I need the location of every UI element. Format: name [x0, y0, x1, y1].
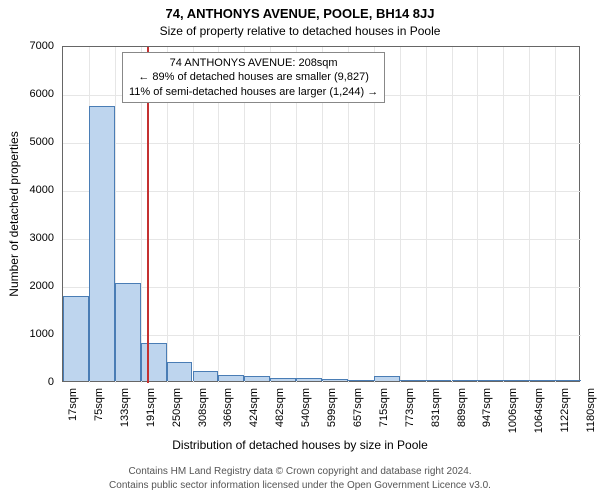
x-tick-label: 773sqm — [404, 388, 416, 438]
histogram-bar — [374, 376, 400, 381]
x-tick-label: 657sqm — [352, 388, 364, 438]
x-tick-label: 191sqm — [145, 388, 157, 438]
histogram-bar — [555, 380, 581, 381]
histogram-bar — [244, 376, 270, 381]
chart-subtitle: Size of property relative to detached ho… — [0, 24, 600, 38]
x-tick-label: 1064sqm — [533, 388, 545, 438]
histogram-bar — [296, 378, 322, 381]
x-tick-label: 540sqm — [300, 388, 312, 438]
attribution-line2: Contains public sector information licen… — [0, 480, 600, 491]
x-tick-label: 1122sqm — [559, 388, 571, 438]
x-gridline — [426, 47, 427, 383]
y-tick-label: 2000 — [0, 280, 54, 292]
x-gridline — [503, 47, 504, 383]
x-tick-label: 424sqm — [248, 388, 260, 438]
histogram-bar — [89, 106, 115, 381]
x-gridline — [529, 47, 530, 383]
y-axis-label: Number of detached properties — [7, 131, 21, 296]
histogram-bar — [141, 343, 167, 381]
legend-box: 74 ANTHONYS AVENUE: 208sqm ← 89% of deta… — [122, 52, 385, 103]
histogram-bar — [218, 375, 244, 381]
x-tick-label: 366sqm — [222, 388, 234, 438]
histogram-bar — [477, 380, 503, 381]
x-axis-label: Distribution of detached houses by size … — [0, 438, 600, 452]
chart-title: 74, ANTHONYS AVENUE, POOLE, BH14 8JJ — [0, 6, 600, 21]
histogram-bar — [529, 380, 555, 381]
legend-line3: 11% of semi-detached houses are larger (… — [129, 85, 378, 99]
legend-line2: ← 89% of detached houses are smaller (9,… — [129, 70, 378, 84]
attribution-line1: Contains HM Land Registry data © Crown c… — [0, 466, 600, 477]
y-tick-label: 0 — [0, 376, 54, 388]
histogram-bar — [270, 378, 296, 381]
histogram-bar — [63, 296, 89, 381]
y-tick-label: 4000 — [0, 184, 54, 196]
x-tick-label: 599sqm — [326, 388, 338, 438]
y-tick-label: 3000 — [0, 232, 54, 244]
x-tick-label: 889sqm — [456, 388, 468, 438]
histogram-bar — [400, 380, 426, 381]
x-tick-label: 1006sqm — [507, 388, 519, 438]
x-tick-label: 17sqm — [67, 388, 79, 438]
x-tick-label: 831sqm — [430, 388, 442, 438]
histogram-bar — [115, 283, 141, 381]
histogram-bar — [167, 362, 193, 381]
x-gridline — [452, 47, 453, 383]
x-gridline — [400, 47, 401, 383]
legend-line1: 74 ANTHONYS AVENUE: 208sqm — [129, 56, 378, 70]
histogram-bar — [426, 380, 452, 381]
x-tick-label: 75sqm — [93, 388, 105, 438]
histogram-bar — [348, 380, 374, 381]
x-tick-label: 308sqm — [197, 388, 209, 438]
y-tick-label: 5000 — [0, 136, 54, 148]
x-tick-label: 947sqm — [481, 388, 493, 438]
histogram-bar — [322, 379, 348, 381]
chart-container: 74, ANTHONYS AVENUE, POOLE, BH14 8JJ Siz… — [0, 0, 600, 500]
x-tick-label: 250sqm — [171, 388, 183, 438]
histogram-bar — [452, 380, 478, 381]
histogram-bar — [193, 371, 219, 381]
x-gridline — [477, 47, 478, 383]
y-tick-label: 7000 — [0, 40, 54, 52]
x-gridline — [555, 47, 556, 383]
y-tick-label: 6000 — [0, 88, 54, 100]
x-tick-label: 715sqm — [378, 388, 390, 438]
histogram-bar — [503, 380, 529, 381]
y-tick-label: 1000 — [0, 328, 54, 340]
x-tick-label: 1180sqm — [585, 388, 597, 438]
x-tick-label: 482sqm — [274, 388, 286, 438]
x-tick-label: 133sqm — [119, 388, 131, 438]
